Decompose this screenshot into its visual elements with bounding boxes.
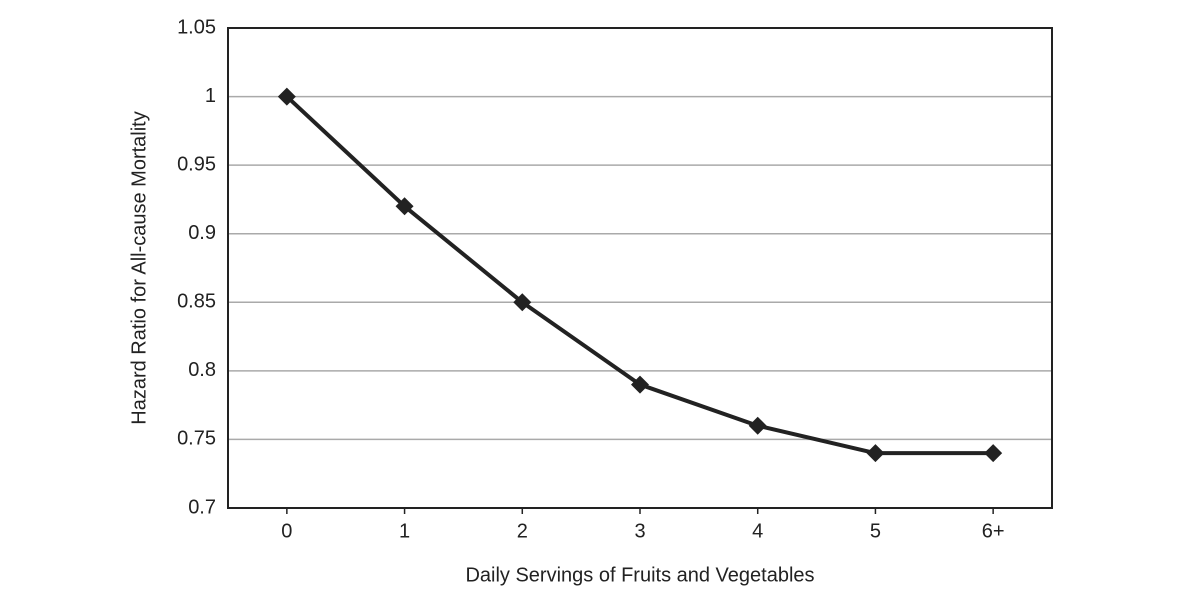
y-tick-label: 1 bbox=[205, 85, 216, 107]
x-tick-label: 4 bbox=[752, 520, 763, 542]
data-marker bbox=[277, 87, 296, 106]
x-tick-label: 3 bbox=[634, 520, 645, 542]
data-marker bbox=[631, 375, 649, 394]
x-tick-label: 0 bbox=[281, 520, 292, 542]
plot-frame bbox=[227, 27, 1053, 509]
x-tick-label: 5 bbox=[870, 520, 881, 542]
y-tick-label: 0.7 bbox=[188, 496, 216, 518]
y-tick-label: 0.95 bbox=[177, 153, 216, 175]
y-tick-label: 1.05 bbox=[177, 16, 216, 38]
y-tick-label: 0.8 bbox=[188, 359, 216, 381]
x-tick-label: 1 bbox=[399, 520, 410, 542]
data-marker bbox=[513, 293, 532, 312]
y-tick-label: 0.85 bbox=[177, 291, 216, 313]
data-marker bbox=[748, 416, 767, 435]
y-tick-label: 0.9 bbox=[188, 222, 216, 244]
data-line bbox=[285, 95, 994, 456]
data-marker bbox=[395, 197, 414, 216]
data-marker bbox=[984, 444, 1003, 463]
x-axis-label: Daily Servings of Fruits and Vegetables bbox=[465, 564, 814, 586]
x-tick-label: 2 bbox=[517, 520, 528, 542]
x-tick-label: 6+ bbox=[982, 520, 1005, 542]
data-marker bbox=[866, 444, 885, 463]
y-tick-label: 0.75 bbox=[177, 428, 216, 450]
y-axis-label: Hazard Ratio for All-cause Mortality bbox=[128, 111, 150, 424]
